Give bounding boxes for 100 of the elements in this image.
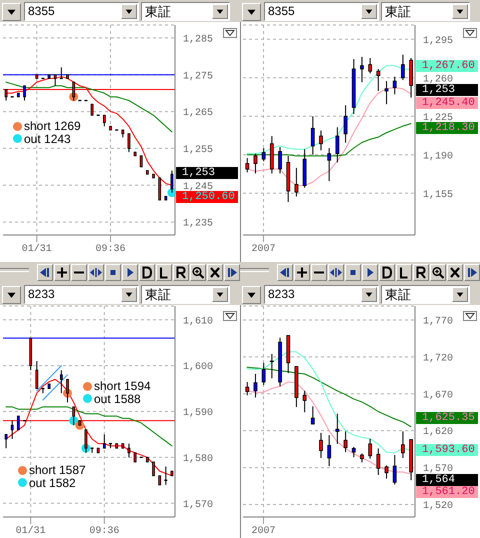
candlestick bbox=[245, 381, 250, 396]
legend-label: short 1269 bbox=[24, 119, 81, 133]
candlestick bbox=[262, 362, 266, 386]
candlestick bbox=[401, 54, 405, 80]
candlestick bbox=[72, 406, 76, 426]
candlestick bbox=[262, 148, 266, 162]
legend-label: short 1587 bbox=[29, 463, 86, 477]
line-series bbox=[6, 82, 172, 132]
chart-subtitle: 東証 bbox=[145, 286, 171, 303]
candlestick bbox=[319, 130, 323, 151]
y-tick-label: 1,245 bbox=[183, 182, 214, 193]
data-label: 1,593.60 bbox=[416, 444, 478, 456]
y-tick-label: 1,570 bbox=[423, 464, 454, 476]
y-tick-label: 1,155 bbox=[423, 190, 454, 201]
candlestick bbox=[16, 416, 20, 430]
chart-title: 8355 bbox=[268, 3, 295, 20]
legend-label: out 1582 bbox=[29, 476, 76, 490]
candlestick bbox=[254, 153, 258, 174]
y-tick-label: 1,225 bbox=[423, 112, 454, 124]
x-tick-label: 09:36 bbox=[95, 244, 126, 255]
y-tick-label: 1,275 bbox=[183, 71, 214, 82]
candlestick bbox=[352, 446, 356, 458]
candlestick bbox=[401, 430, 405, 458]
candlestick bbox=[344, 104, 348, 144]
candlestick bbox=[128, 133, 130, 153]
text: 1,253 bbox=[416, 84, 478, 96]
y-tick-label: 1,580 bbox=[183, 454, 214, 465]
data-label: 1,218.30 bbox=[416, 122, 478, 134]
line-series bbox=[6, 406, 172, 446]
candlestick bbox=[102, 114, 106, 127]
x-tick-label: 2007 bbox=[251, 244, 276, 255]
candlestick bbox=[384, 464, 388, 480]
candlestick bbox=[140, 155, 143, 168]
candlestick bbox=[360, 56, 364, 83]
candlestick bbox=[60, 370, 63, 394]
y-tick-label: 1,590 bbox=[183, 408, 214, 420]
candlestick bbox=[269, 353, 275, 379]
candlestick bbox=[384, 80, 388, 105]
y-tick-label: 1,600 bbox=[183, 362, 214, 374]
candlestick bbox=[294, 167, 298, 198]
text: 1,253 bbox=[176, 167, 238, 180]
y-tick-label: 1,265 bbox=[183, 108, 214, 120]
candlestick bbox=[319, 432, 323, 458]
line-series bbox=[6, 378, 172, 476]
y-tick-label: 1,255 bbox=[183, 144, 214, 156]
candlestick bbox=[392, 454, 397, 486]
y-tick-label: 1,610 bbox=[183, 316, 214, 328]
candlestick bbox=[327, 148, 332, 182]
x-tick-label: 01/31 bbox=[16, 525, 46, 537]
legend-label: short 1594 bbox=[94, 379, 151, 393]
x-tick-label: 2007 bbox=[251, 526, 276, 537]
candlestick bbox=[368, 57, 372, 74]
candlestick bbox=[35, 360, 38, 390]
data-label: 1,561.20 bbox=[416, 486, 478, 498]
candlestick bbox=[368, 438, 372, 460]
x-tick-label: 01/31 bbox=[22, 243, 52, 255]
candlestick bbox=[310, 406, 315, 425]
chart-subtitle: 東証 bbox=[145, 3, 171, 20]
y-tick-label: 1,570 bbox=[183, 500, 214, 511]
y-tick-label: 1,190 bbox=[423, 151, 454, 162]
candlestick bbox=[376, 448, 380, 476]
candlestick bbox=[4, 434, 8, 449]
candlestick bbox=[335, 413, 340, 444]
y-tick-label: 1,720 bbox=[423, 353, 454, 364]
text: 1,564 bbox=[416, 474, 478, 486]
candlestick bbox=[392, 76, 397, 95]
candlestick bbox=[164, 466, 168, 486]
line-series bbox=[246, 366, 412, 428]
chart-subtitle: 東証 bbox=[385, 286, 411, 303]
candlestick bbox=[23, 85, 26, 102]
y-tick-label: 1,295 bbox=[423, 36, 454, 47]
y-tick-label: 1,670 bbox=[423, 390, 454, 402]
y-tick-label: 1,520 bbox=[423, 501, 454, 512]
data-label: 1,625.35 bbox=[416, 412, 478, 424]
text: 1,250.60 bbox=[176, 191, 238, 204]
candlestick bbox=[84, 429, 88, 454]
y-tick-label: 1,770 bbox=[423, 316, 454, 328]
data-label: 1,245.40 bbox=[416, 96, 478, 109]
y-tick-label: 1,260 bbox=[423, 74, 454, 86]
candlestick bbox=[310, 116, 315, 156]
candlestick bbox=[158, 475, 162, 486]
candlestick bbox=[134, 452, 136, 462]
y-tick-label: 1,285 bbox=[183, 34, 214, 46]
y-tick-label: 1,235 bbox=[183, 218, 214, 230]
chart-title: 8233 bbox=[28, 286, 55, 303]
x-tick-label: 09:36 bbox=[89, 526, 120, 537]
data-label: 1,267.60 bbox=[416, 60, 478, 72]
chart-subtitle: 東証 bbox=[385, 3, 411, 20]
candlestick bbox=[102, 434, 106, 449]
legend-label: out 1243 bbox=[24, 132, 71, 146]
candlestick bbox=[344, 430, 348, 453]
candlestick bbox=[90, 104, 94, 116]
legend-label: out 1588 bbox=[94, 392, 141, 406]
chart-title: 8355 bbox=[28, 3, 55, 20]
candlestick bbox=[170, 170, 174, 194]
candlestick bbox=[245, 158, 250, 173]
candlestick bbox=[327, 434, 332, 467]
candlestick bbox=[278, 146, 282, 174]
candlestick bbox=[335, 126, 340, 163]
candlestick bbox=[376, 68, 380, 92]
